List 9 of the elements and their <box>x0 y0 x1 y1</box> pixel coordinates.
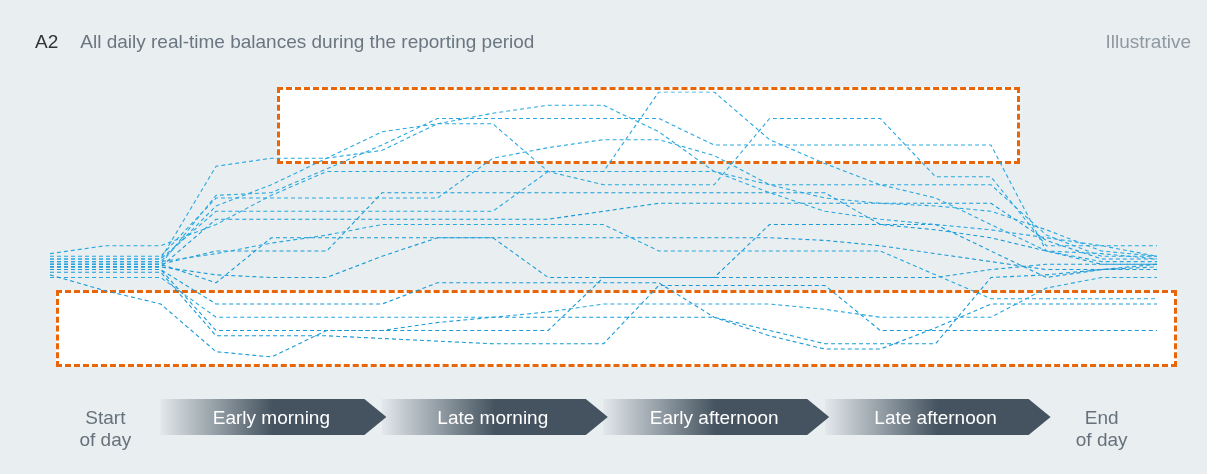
x-tick-label: End of day <box>1075 406 1129 451</box>
chart-title: All daily real-time balances during the reporting period <box>80 31 535 52</box>
x-tick-label: Early morning <box>212 406 331 428</box>
x-tick-label: Late morning <box>437 406 549 428</box>
x-tick-label: Start of day <box>79 406 132 451</box>
text: Illustrative <box>1105 31 1191 53</box>
text: A2 <box>35 31 59 52</box>
x-tick-label: Early afternoon <box>649 406 779 428</box>
x-tick-label: Late afternoon <box>874 406 997 428</box>
